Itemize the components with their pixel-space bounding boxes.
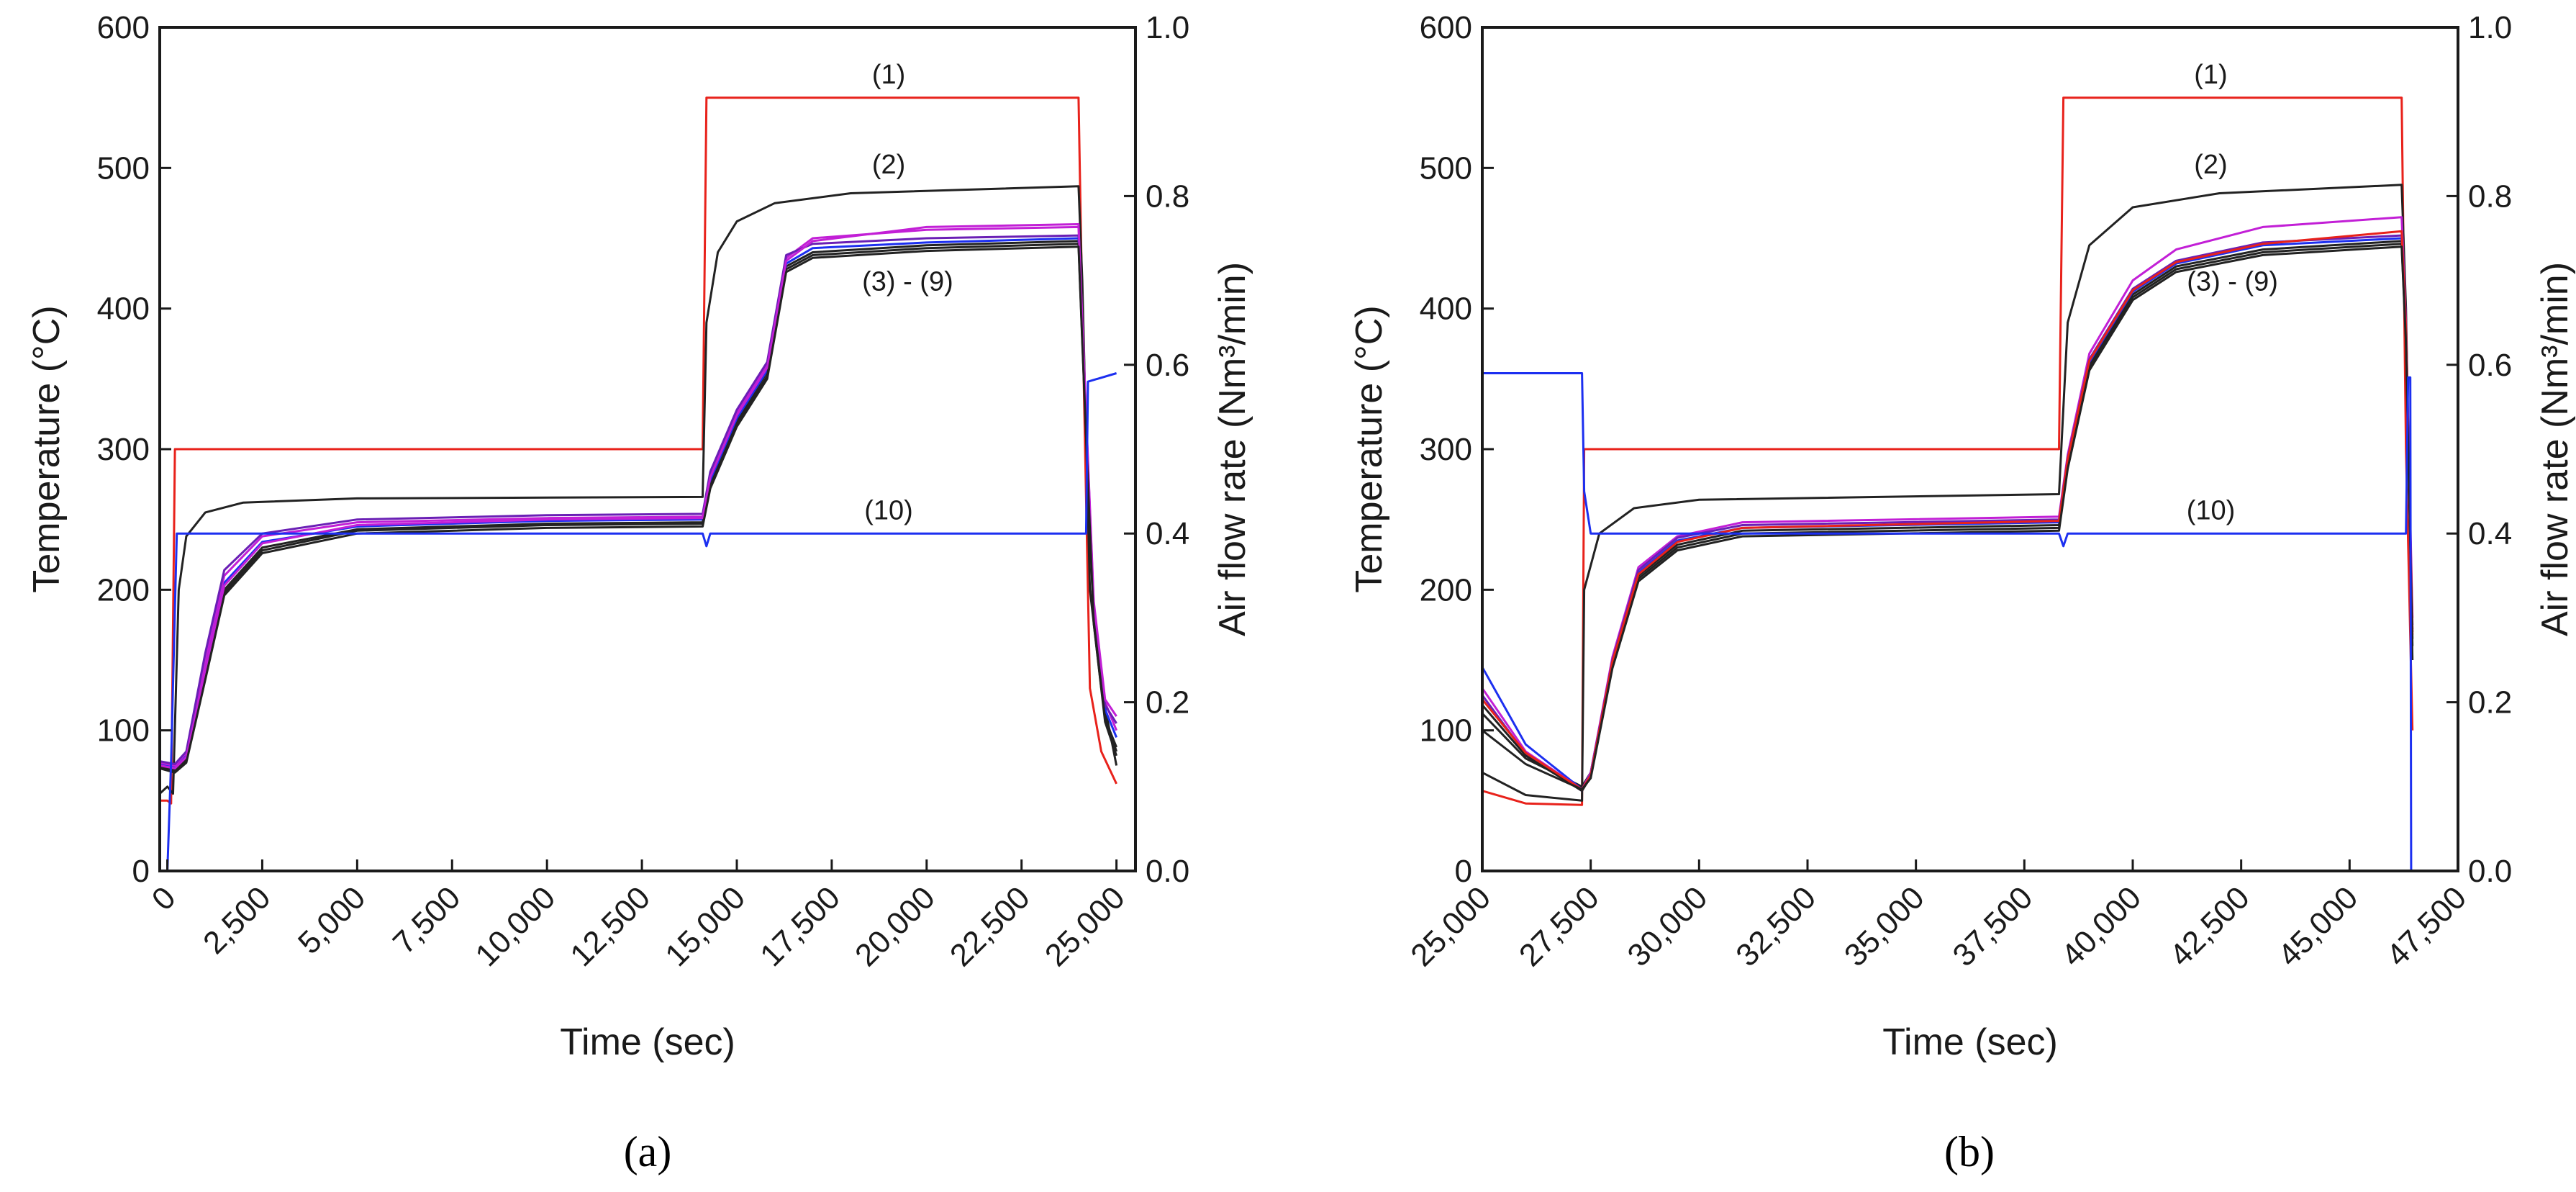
y2-tick-label: 0.6 (1146, 348, 1189, 383)
y2-tick-label: 0.0 (2468, 854, 2512, 889)
ticks-layer-b: 25,000 27,500 30,000 32,500 35,000 37,500 40,0… (1404, 10, 2512, 973)
series-line-b-9 (1482, 245, 2414, 791)
series-line-a-3 (160, 240, 1118, 771)
x-tick-label: 40,000 (2054, 880, 2148, 973)
x-tick-label: 30,000 (1621, 880, 1715, 973)
x-tick-label: 10,000 (468, 880, 562, 973)
panel-a: 0 2,500 5,000 7,500 10,000 12,500 15,000 17,500… (26, 10, 1253, 1175)
x-tick-label: 47,500 (2380, 880, 2473, 973)
y2-tick-label: 0.8 (2468, 179, 2512, 214)
x-tick-label: 22,500 (943, 880, 1037, 973)
x-tick-label: 25,000 (1038, 880, 1132, 973)
series-annotation: (1) (872, 60, 905, 90)
series-annotation: (2) (2194, 150, 2227, 180)
y2-tick-label: 0.4 (2468, 516, 2512, 551)
series-line-b-4 (1482, 237, 2414, 791)
x-axis-label-b: Time (sec) (1882, 1021, 2058, 1063)
annotations-a: (1) (2) (3) - (9) (10) (862, 60, 953, 526)
y2-tick-label: 1.0 (2468, 10, 2512, 45)
series-annotation: (10) (2187, 496, 2236, 526)
y-tick-label: 100 (1420, 713, 1472, 749)
series-layer-a (160, 96, 1118, 871)
y-axis-label-a: Temperature (°C) (26, 305, 68, 592)
y-tick-label: 300 (97, 432, 150, 467)
y-tick-label: 400 (1420, 292, 1472, 327)
series-line-b-8 (1482, 230, 2414, 791)
x-tick-label: 2,500 (196, 880, 278, 961)
y2-axis-label-a: Air flow rate (Nm³/min) (1212, 262, 1253, 636)
series-annotation: (3) - (9) (862, 266, 953, 297)
y2-tick-label: 0.6 (2468, 348, 2512, 383)
x-tick-label: 15,000 (658, 880, 752, 973)
y-tick-label: 200 (1420, 572, 1472, 608)
x-tick-label: 42,500 (2163, 880, 2257, 973)
x-axis-label-a: Time (sec) (560, 1021, 735, 1063)
x-tick-label: 37,500 (1946, 880, 2040, 973)
series-annotation: (1) (2194, 60, 2227, 90)
y2-axis-label-b: Air flow rate (Nm³/min) (2534, 262, 2576, 636)
x-tick-label: 45,000 (2272, 880, 2365, 973)
y-tick-label: 0 (132, 854, 150, 889)
series-annotation: (10) (864, 496, 913, 526)
series-line-b-10 (1482, 372, 2413, 871)
y-tick-label: 400 (97, 292, 150, 327)
panel-label-a: (a) (624, 1128, 672, 1175)
y2-tick-label: 1.0 (1146, 10, 1189, 45)
x-tick-label: 0 (145, 880, 183, 917)
y-tick-label: 200 (97, 572, 150, 608)
panel-b: 25,000 27,500 30,000 32,500 35,000 37,500 40,0… (1348, 10, 2576, 1175)
x-tick-label: 7,500 (386, 880, 468, 961)
x-tick-label: 12,500 (563, 880, 657, 973)
series-annotation: (2) (872, 150, 905, 180)
x-tick-label: 32,500 (1729, 880, 1823, 973)
ticks-layer-a: 0 2,500 5,000 7,500 10,000 12,500 15,000 17,500… (97, 10, 1190, 973)
series-line-b-3 (1482, 240, 2414, 788)
series-line-b-5 (1482, 216, 2414, 791)
series-line-a-7 (160, 243, 1117, 772)
annotations-b: (1) (2) (3) - (9) (10) (2187, 60, 2278, 526)
series-line-a-1 (160, 96, 1117, 805)
series-line-a-4 (160, 237, 1117, 768)
y2-tick-label: 0.0 (1146, 854, 1189, 889)
y2-tick-label: 0.2 (1146, 685, 1189, 721)
x-tick-label: 5,000 (291, 880, 373, 961)
series-line-a-2 (160, 185, 1118, 795)
x-tick-label: 25,000 (1404, 880, 1497, 973)
y-tick-label: 500 (97, 150, 150, 186)
panel-label-b: (b) (1944, 1128, 1995, 1175)
series-line-a-9 (160, 245, 1118, 774)
series-line-a-10 (160, 372, 1117, 871)
series-layer-b (1482, 96, 2414, 871)
y-tick-label: 600 (97, 10, 150, 45)
y-axis-label-b: Temperature (°C) (1348, 305, 1390, 592)
series-line-b-1 (1482, 96, 2414, 806)
y-tick-label: 500 (1420, 150, 1472, 186)
x-tick-label: 35,000 (1838, 880, 1931, 973)
x-tick-label: 27,500 (1513, 880, 1606, 973)
y-tick-label: 100 (97, 713, 150, 749)
y2-tick-label: 0.4 (1146, 516, 1189, 551)
y-tick-label: 600 (1420, 10, 1472, 45)
y-tick-label: 300 (1420, 432, 1472, 467)
series-line-b-6 (1482, 234, 2414, 793)
series-annotation: (3) - (9) (2187, 266, 2278, 297)
y-tick-label: 0 (1455, 854, 1472, 889)
y2-tick-label: 0.8 (1146, 179, 1189, 214)
series-line-b-2 (1482, 184, 2414, 802)
x-tick-label: 17,500 (753, 880, 847, 973)
y2-tick-label: 0.2 (2468, 685, 2512, 721)
x-tick-label: 20,000 (848, 880, 942, 973)
